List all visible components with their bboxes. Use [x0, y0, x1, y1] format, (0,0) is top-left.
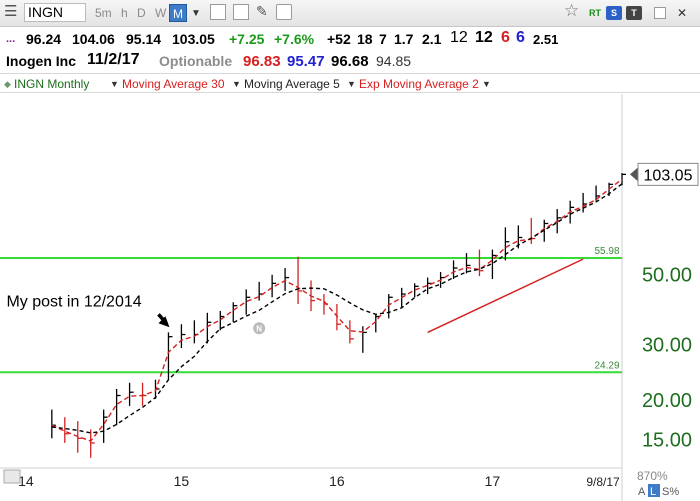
grid-icon[interactable] — [233, 4, 249, 20]
change-value: +7.25 — [229, 31, 265, 47]
price-bars — [51, 173, 626, 458]
history-bar-icon[interactable] — [3, 469, 21, 484]
high-price: 104.06 — [72, 31, 115, 47]
red-count: 6 — [501, 29, 510, 46]
y-tick-label-0: 50.00 — [642, 264, 692, 286]
legend-ma5[interactable]: Moving Average 5 — [244, 77, 340, 91]
price-black: 96.68 — [331, 53, 369, 70]
s-pill[interactable]: S — [606, 6, 622, 20]
note-icon[interactable] — [276, 4, 292, 20]
y-axis: 50.00 30.00 20.00 15.00 103.05 870% A L S% — [630, 162, 699, 498]
company-line: Inogen Inc 11/2/17 Optionable 96.83 95.4… — [0, 50, 700, 72]
stat-big-1: 12 — [450, 29, 468, 46]
scale-mode-0[interactable]: A — [638, 486, 646, 498]
legend-ema2[interactable]: Exp Moving Average 2 — [359, 77, 479, 91]
expand-icon[interactable]: ◆ — [4, 79, 11, 89]
symbol-input[interactable]: INGN — [24, 3, 86, 22]
scale-mode-1[interactable]: L — [650, 486, 656, 498]
stat-5: 2.1 — [422, 31, 442, 47]
stat-1: +52 — [327, 31, 351, 47]
optionable-label: Optionable — [159, 53, 233, 69]
last-price-label: 103.05 — [644, 167, 693, 184]
company-name: Inogen Inc — [6, 53, 76, 69]
trendline-group — [427, 258, 584, 334]
close-icon[interactable]: ✕ — [677, 6, 688, 20]
horizontal-lines: 55.98 24.29 — [0, 246, 622, 374]
x-tick-label-1: 15 — [174, 473, 190, 489]
annotation-arrow-icon — [158, 316, 170, 328]
annotation-text: My post in 12/2014 — [6, 293, 141, 310]
x-axis: 14 15 16 17 9/8/17 — [0, 467, 622, 489]
rt-pill[interactable]: RT — [589, 8, 601, 18]
ratio: 2.51 — [533, 32, 559, 47]
scale-mode-active-bg — [648, 484, 660, 497]
price-chart[interactable]: 55.98 24.29 My post in 12/2014 N 14 15 16 17 9… — [0, 94, 700, 501]
timeframe-w[interactable]: W — [155, 6, 167, 20]
toolbar: ☰ INGN 5m h D W M ▼ ✎ ☆ RT S T ✕ — [0, 0, 700, 27]
timeframe-m-active[interactable]: M — [169, 4, 187, 22]
blue-count: 6 — [516, 29, 525, 46]
timeframe-dropdown-icon[interactable]: ▼ — [191, 8, 201, 19]
date-label: 9/8/17 — [586, 475, 620, 489]
annotations: My post in 12/2014 N — [6, 293, 266, 335]
price-gray: 94.85 — [376, 53, 412, 69]
price-red: 96.83 — [243, 53, 281, 70]
low-price: 95.14 — [126, 31, 162, 47]
last-price-box — [637, 162, 699, 186]
stat-big-2: 12 — [475, 29, 493, 46]
menu-icon[interactable]: ☰ — [4, 3, 18, 20]
event-marker-icon — [253, 322, 266, 335]
horizontal-line-label-1: 24.29 — [594, 360, 619, 371]
draw-pencil-icon[interactable]: ✎ — [256, 3, 268, 19]
stat-3: 7 — [379, 31, 387, 47]
x-tick-label-3: 17 — [485, 473, 501, 489]
legend-dropdown-icon-1[interactable]: ▼ — [110, 79, 119, 89]
legend-dropdown-icon-4[interactable]: ▼ — [482, 79, 491, 89]
ellipsis-icon[interactable]: ... — [6, 33, 16, 45]
x-tick-label-0: 14 — [18, 473, 34, 489]
series-lines — [51, 178, 623, 442]
series-line-0 — [51, 178, 623, 442]
quote-line: ... 96.24 104.06 95.14 103.05 +7.25 +7.6… — [0, 28, 700, 50]
legend-ma30[interactable]: Moving Average 30 — [122, 77, 225, 91]
legend-dropdown-icon-3[interactable]: ▼ — [347, 79, 356, 89]
horizontal-line-label-0: 55.98 — [594, 246, 619, 257]
star-icon[interactable]: ☆ — [564, 1, 580, 20]
trendline — [427, 258, 584, 334]
quote-date: 11/2/17 — [87, 51, 140, 68]
restore-window-icon[interactable] — [654, 7, 666, 19]
last-price-pointer-icon — [630, 167, 638, 182]
scale-mode-2[interactable]: S% — [662, 486, 679, 498]
close-price: 103.05 — [172, 31, 215, 47]
legend-title[interactable]: INGN Monthly — [14, 77, 90, 91]
zoom-label: 870% — [637, 469, 668, 483]
calendar-icon[interactable] — [210, 4, 226, 20]
y-tick-label-3: 15.00 — [642, 429, 692, 451]
indicator-legend: ◆ INGN Monthly ▼ Moving Average 30 ▼ Mov… — [0, 73, 700, 93]
stat-4: 1.7 — [394, 31, 414, 47]
x-tick-label-2: 16 — [329, 473, 345, 489]
timeframe-d[interactable]: D — [137, 6, 146, 20]
y-tick-label-1: 30.00 — [642, 334, 692, 356]
price-blue: 95.47 — [287, 53, 325, 70]
event-marker-label: N — [256, 324, 262, 333]
timeframe-5m[interactable]: 5m — [95, 6, 112, 20]
t-pill[interactable]: T — [626, 6, 642, 20]
y-tick-label-2: 20.00 — [642, 390, 692, 412]
legend-dropdown-icon-2[interactable]: ▼ — [232, 79, 241, 89]
stat-2: 18 — [357, 31, 373, 47]
open-price: 96.24 — [26, 31, 62, 47]
timeframe-h[interactable]: h — [121, 6, 128, 20]
series-line-1 — [51, 183, 623, 434]
change-percent: +7.6% — [274, 31, 315, 47]
